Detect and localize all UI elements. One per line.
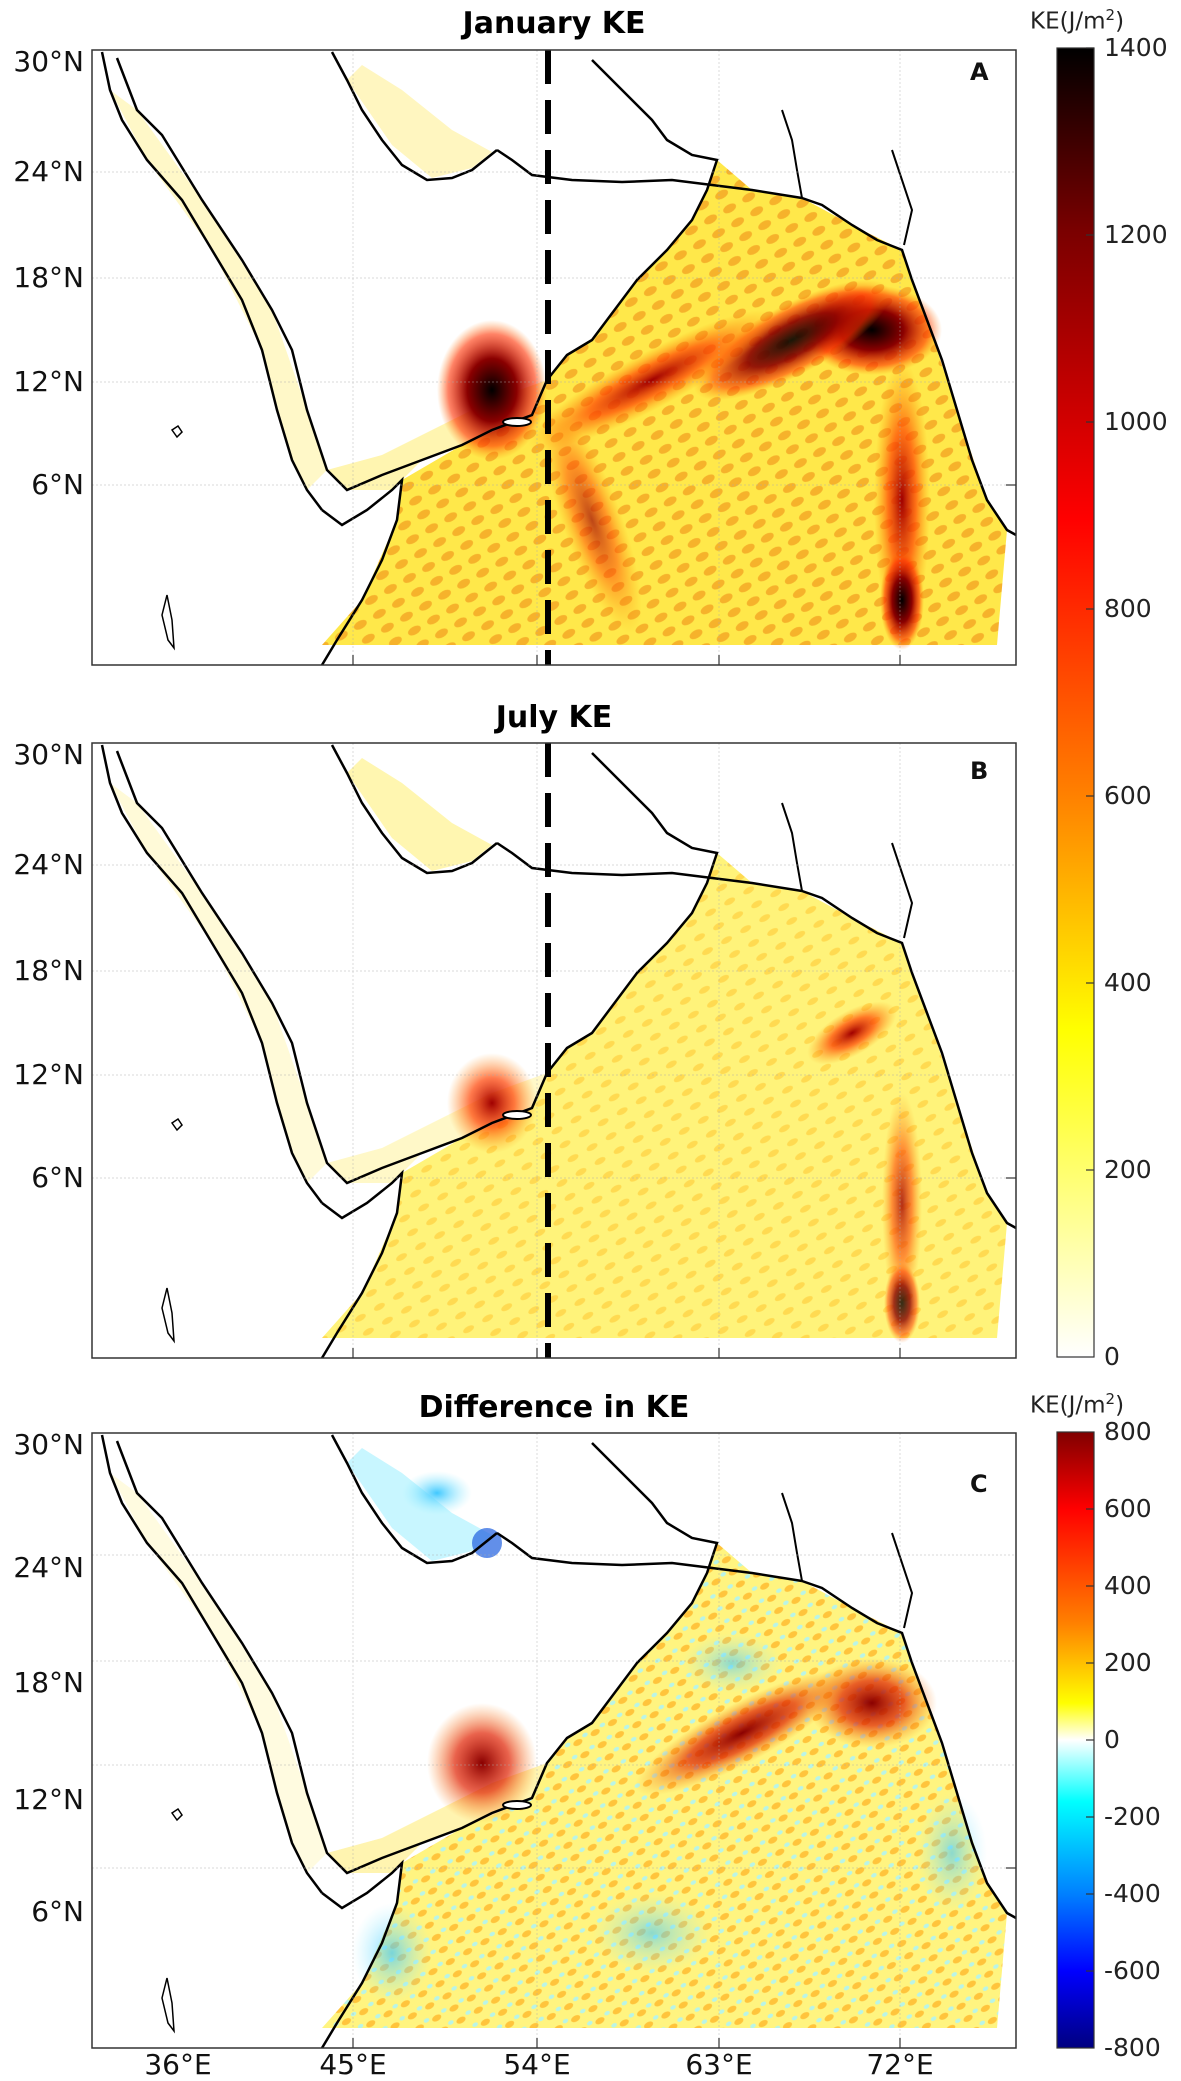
lat-label: 12°N — [13, 1783, 84, 1816]
lon-label: 54°E — [503, 2048, 571, 2081]
panel-c — [91, 1432, 1018, 2050]
colorbar-diff-unit: KE(J/m2) — [1030, 1390, 1125, 1419]
lat-label: 6°N — [31, 1895, 84, 1928]
lat-label: 18°N — [13, 954, 84, 987]
lat-label: 24°N — [13, 1551, 84, 1584]
cb2-tick: 400 — [1104, 1571, 1152, 1600]
cb1-tick: 200 — [1104, 1155, 1152, 1184]
cb2-tick: 200 — [1104, 1648, 1152, 1677]
colorbar-ke — [1056, 47, 1095, 1358]
lat-label: 18°N — [13, 261, 84, 294]
cb2-tick: 600 — [1104, 1494, 1152, 1523]
cb2-tick: 800 — [1104, 1417, 1152, 1446]
panel-a-title: January KE — [462, 6, 646, 41]
lon-label: 63°E — [685, 2048, 753, 2081]
lat-label: 12°N — [13, 365, 84, 398]
lat-label: 24°N — [13, 848, 84, 881]
panel-a — [91, 49, 1018, 667]
lat-label: 12°N — [13, 1058, 84, 1091]
lon-label: 36°E — [144, 2048, 212, 2081]
cb2-tick: -600 — [1104, 1956, 1161, 1985]
panel-b — [91, 742, 1018, 1360]
lon-label: 45°E — [319, 2048, 387, 2081]
panel-b-letter: B — [970, 757, 989, 785]
cb1-tick: 400 — [1104, 968, 1152, 997]
panel-c-title: Difference in KE — [418, 1390, 690, 1425]
cb1-tick: 1400 — [1104, 33, 1168, 62]
lon-label: 72°E — [866, 2048, 934, 2081]
colorbar-ke-unit: KE(J/m2) — [1030, 6, 1125, 35]
cb2-tick: 0 — [1104, 1725, 1120, 1754]
cb1-tick: 0 — [1104, 1342, 1120, 1371]
lat-label: 30°N — [13, 45, 84, 78]
cb1-tick: 800 — [1104, 594, 1152, 623]
cb2-tick: -800 — [1104, 2033, 1161, 2062]
lat-label: 18°N — [13, 1666, 84, 1699]
panel-a-letter: A — [970, 58, 989, 86]
cb1-tick: 1200 — [1104, 220, 1168, 249]
lat-label: 6°N — [31, 468, 84, 501]
cb2-tick: -200 — [1104, 1802, 1161, 1831]
panel-b-title: July KE — [495, 700, 613, 735]
panel-c-letter: C — [970, 1470, 988, 1498]
lat-label: 30°N — [13, 738, 84, 771]
lat-label: 30°N — [13, 1428, 84, 1461]
cb1-tick: 600 — [1104, 781, 1152, 810]
colorbar-diff — [1056, 1431, 1095, 2049]
cb1-tick: 1000 — [1104, 407, 1168, 436]
cb2-tick: -400 — [1104, 1879, 1161, 1908]
lat-label: 24°N — [13, 155, 84, 188]
lat-label: 6°N — [31, 1161, 84, 1194]
